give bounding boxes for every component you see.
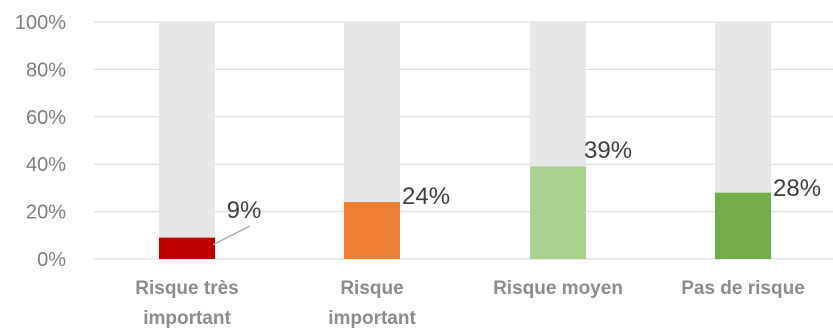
value-bars (159, 166, 771, 259)
background-bar (159, 22, 215, 259)
y-axis: 0% 20% 40% 60% 80% 100% (15, 12, 66, 271)
y-tick-label: 100% (15, 12, 66, 34)
data-label: 39% (584, 137, 632, 164)
x-tick-label: Pas de risque (681, 278, 805, 299)
leader-lines (212, 225, 251, 246)
x-tick-label: Risque très important (135, 278, 238, 329)
bar (344, 202, 400, 259)
bar (159, 237, 215, 259)
data-labels: 9% 24% 39% 28% (227, 137, 821, 224)
y-tick-label: 0% (37, 249, 66, 271)
x-tick-label: Risque moyen (493, 278, 623, 299)
y-tick-label: 80% (26, 59, 66, 81)
x-tick-label: Risque important (328, 278, 416, 329)
data-label: 9% (227, 197, 262, 224)
bar (530, 166, 586, 259)
x-axis: Risque très important Risque important Risqu… (135, 278, 805, 329)
data-label: 24% (402, 183, 450, 210)
leader-line (212, 225, 251, 246)
y-tick-label: 60% (26, 107, 66, 129)
y-tick-label: 40% (26, 154, 66, 176)
gridlines (94, 21, 833, 260)
data-label: 28% (773, 175, 821, 202)
bar (715, 192, 771, 259)
y-tick-label: 20% (26, 202, 66, 224)
